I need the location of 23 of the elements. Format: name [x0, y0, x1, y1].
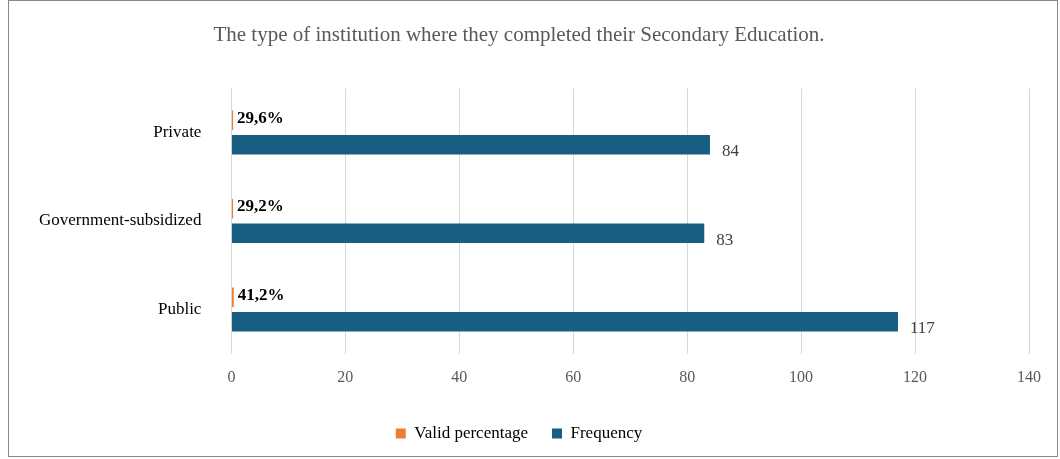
data-label: 84	[721, 141, 740, 161]
chart-title: The type of institution where they completed their Secondary Education.	[213, 22, 825, 47]
data-label: 29,2%	[237, 196, 284, 216]
x-tick-label: 80	[679, 367, 696, 385]
legend-label: Frequency	[570, 422, 643, 442]
legend-label: Valid percentage	[414, 422, 528, 442]
x-tick-label: 60	[565, 367, 582, 385]
x-tick-label: 140	[1017, 367, 1041, 385]
data-label: 41,2%	[237, 284, 285, 304]
y-tick-label: Government-subsidized	[39, 210, 202, 230]
bar	[231, 223, 705, 243]
x-tick-label: 100	[789, 367, 814, 385]
x-tick-label: 120	[903, 367, 928, 385]
bar	[231, 134, 710, 155]
data-label: 29,6%	[237, 107, 284, 127]
y-tick-label: Private	[153, 121, 202, 141]
x-tick-label: 20	[337, 367, 354, 385]
data-label: 117	[909, 318, 936, 338]
bar	[231, 311, 898, 332]
data-label: 83	[716, 229, 734, 249]
x-tick-label: 40	[451, 367, 468, 385]
x-tick-label: 0	[227, 367, 236, 385]
y-tick-label: Public	[157, 299, 202, 318]
